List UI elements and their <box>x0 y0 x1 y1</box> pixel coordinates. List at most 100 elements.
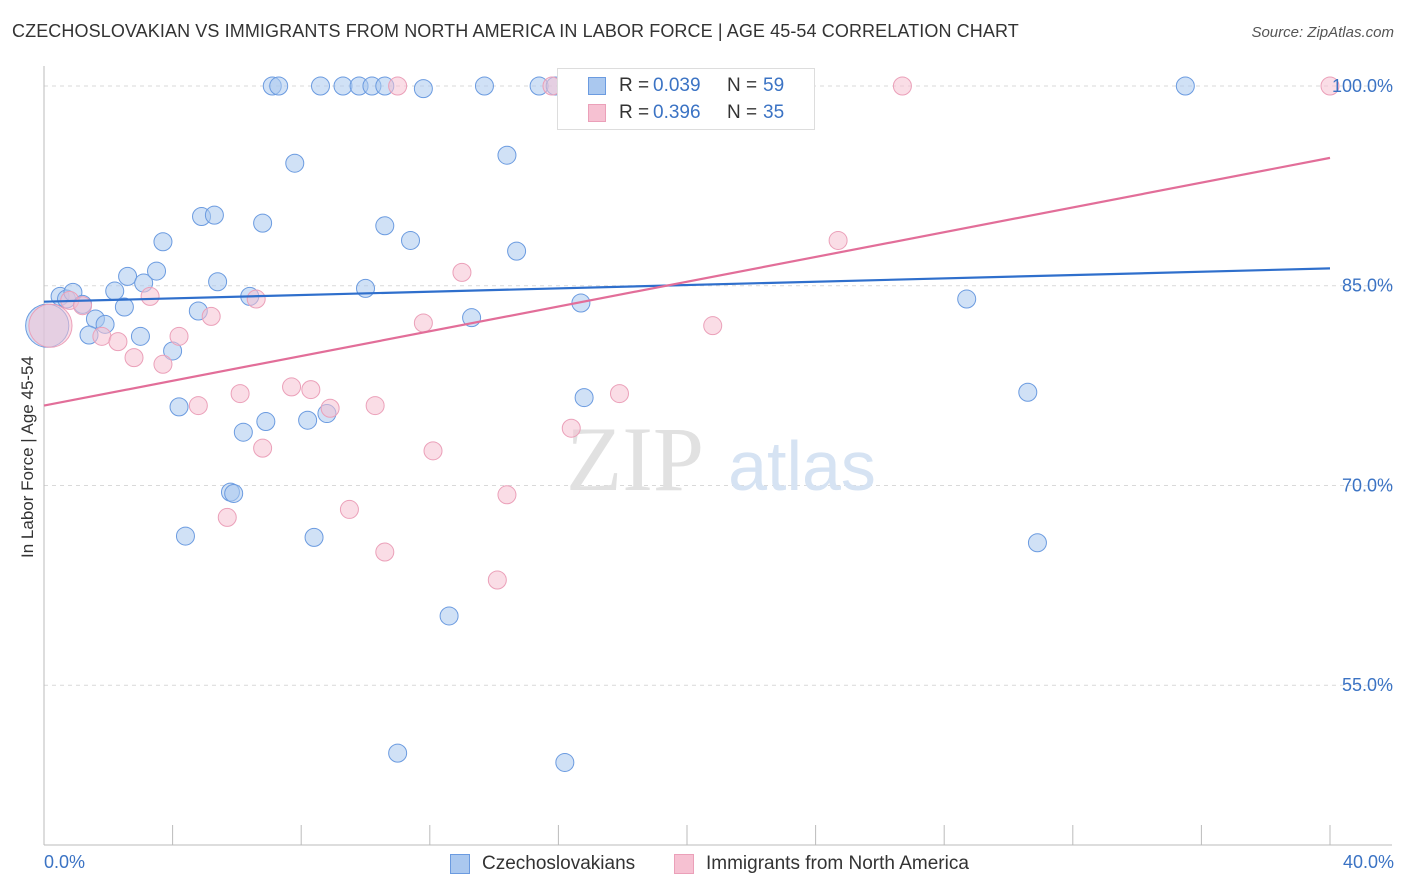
point-czechoslovakians <box>356 278 375 298</box>
x-tick-label-min: 0.0% <box>44 852 86 872</box>
point-czechoslovakians <box>253 213 273 233</box>
legend-label-immigrants: Immigrants from North America <box>706 853 969 874</box>
point-czechoslovakians <box>375 216 395 236</box>
point-immigrants <box>452 262 472 282</box>
trend-line-czechoslovakians <box>43 267 1331 303</box>
point-immigrants <box>169 326 189 346</box>
point-immigrants <box>320 398 340 418</box>
point-czechoslovakians <box>256 412 276 432</box>
point-czechoslovakians <box>175 526 195 546</box>
point-czechoslovakians <box>507 241 527 261</box>
point-immigrants <box>153 354 173 374</box>
legend-row-czechoslovakians: R = 0.039 N = 59 <box>558 73 784 99</box>
point-czechoslovakians <box>310 76 330 96</box>
point-immigrants <box>487 570 507 590</box>
watermark-zip: ZIP <box>566 408 704 510</box>
point-immigrants <box>365 396 385 416</box>
point-czechoslovakians <box>285 153 305 173</box>
point-immigrants <box>201 306 221 326</box>
point-czechoslovakians <box>105 281 125 301</box>
point-czechoslovakians <box>401 230 421 250</box>
legend-row-immigrants: R = 0.396 N = 35 <box>558 100 784 126</box>
series-legend: Czechoslovakians Immigrants from North A… <box>0 852 1406 876</box>
point-immigrants <box>388 76 408 96</box>
point-czechoslovakians <box>304 527 324 547</box>
point-czechoslovakians <box>1027 533 1047 553</box>
point-immigrants <box>188 396 208 416</box>
point-immigrants <box>28 303 73 348</box>
source-credit: Source: ZipAtlas.com <box>1251 24 1394 41</box>
trend-lines <box>43 156 1331 407</box>
watermark: ZIP atlas <box>566 408 876 510</box>
trend-line-immigrants <box>43 156 1331 407</box>
correlation-legend: R = 0.039 N = 59 R = 0.396 N = 35 <box>557 68 815 130</box>
watermark-atlas: atlas <box>728 427 876 505</box>
point-immigrants <box>108 332 128 352</box>
point-immigrants <box>892 76 912 96</box>
point-immigrants <box>92 326 112 346</box>
legend-swatch-blue <box>450 854 470 874</box>
point-czechoslovakians <box>118 266 138 286</box>
legend-n-value: 59 <box>763 75 785 96</box>
y-tick-labels: 55.0% 70.0% 85.0% 100.0% <box>1332 76 1393 695</box>
point-czechoslovakians <box>555 752 575 772</box>
point-czechoslovakians <box>233 422 253 442</box>
chart-title: CZECHOSLOVAKIAN VS IMMIGRANTS FROM NORTH… <box>12 21 1019 41</box>
point-immigrants <box>282 377 302 397</box>
point-czechoslovakians <box>333 76 353 96</box>
legend-label-czechoslovakians: Czechoslovakians <box>482 853 636 874</box>
point-immigrants <box>246 289 266 309</box>
y-tick-label: 100.0% <box>1332 76 1393 96</box>
point-czechoslovakians <box>224 483 244 503</box>
point-czechoslovakians <box>413 79 433 99</box>
point-czechoslovakians <box>204 205 224 225</box>
legend-swatch-pink <box>674 854 694 874</box>
point-czechoslovakians <box>147 261 167 281</box>
point-czechoslovakians <box>574 388 594 408</box>
legend-r-label: R = <box>619 102 650 123</box>
point-czechoslovakians <box>1175 76 1195 96</box>
legend-n-label: N = <box>727 102 758 123</box>
point-czechoslovakians <box>130 326 150 346</box>
point-immigrants <box>703 316 723 336</box>
point-czechoslovakians <box>298 410 318 430</box>
point-immigrants <box>413 313 433 333</box>
legend-item-czechoslovakians: Czechoslovakians <box>450 852 635 876</box>
point-immigrants <box>609 384 629 404</box>
point-immigrants <box>73 296 93 316</box>
legend-n-label: N = <box>727 75 758 96</box>
point-immigrants <box>253 438 273 458</box>
gridlines <box>44 85 1392 686</box>
legend-swatch-blue <box>588 77 606 95</box>
point-czechoslovakians <box>474 76 494 96</box>
point-czechoslovakians <box>957 289 977 309</box>
point-immigrants <box>423 441 443 461</box>
point-czechoslovakians <box>169 397 189 417</box>
point-immigrants <box>497 485 517 505</box>
point-czechoslovakians <box>497 145 517 165</box>
point-czechoslovakians <box>269 76 289 96</box>
point-immigrants <box>561 418 581 438</box>
point-immigrants <box>339 499 359 519</box>
y-tick-label: 55.0% <box>1342 675 1393 695</box>
point-czechoslovakians <box>114 297 134 317</box>
legend-n-value: 35 <box>763 102 785 123</box>
point-czechoslovakians <box>208 272 228 292</box>
point-immigrants <box>230 384 250 404</box>
point-czechoslovakians <box>1018 382 1038 402</box>
point-immigrants <box>301 380 321 400</box>
point-immigrants <box>375 542 395 562</box>
legend-swatch-pink <box>588 104 606 122</box>
legend-item-immigrants: Immigrants from North America <box>674 852 969 876</box>
legend-r-label: R = <box>619 75 650 96</box>
point-czechoslovakians <box>388 743 408 763</box>
point-czechoslovakians <box>439 606 459 626</box>
y-tick-label: 85.0% <box>1342 276 1393 296</box>
data-points <box>25 76 1340 772</box>
axes <box>43 66 1392 846</box>
y-tick-label: 70.0% <box>1342 475 1393 495</box>
point-immigrants <box>1320 76 1340 96</box>
point-immigrants <box>124 348 144 368</box>
legend-r-value: 0.396 <box>653 102 701 123</box>
